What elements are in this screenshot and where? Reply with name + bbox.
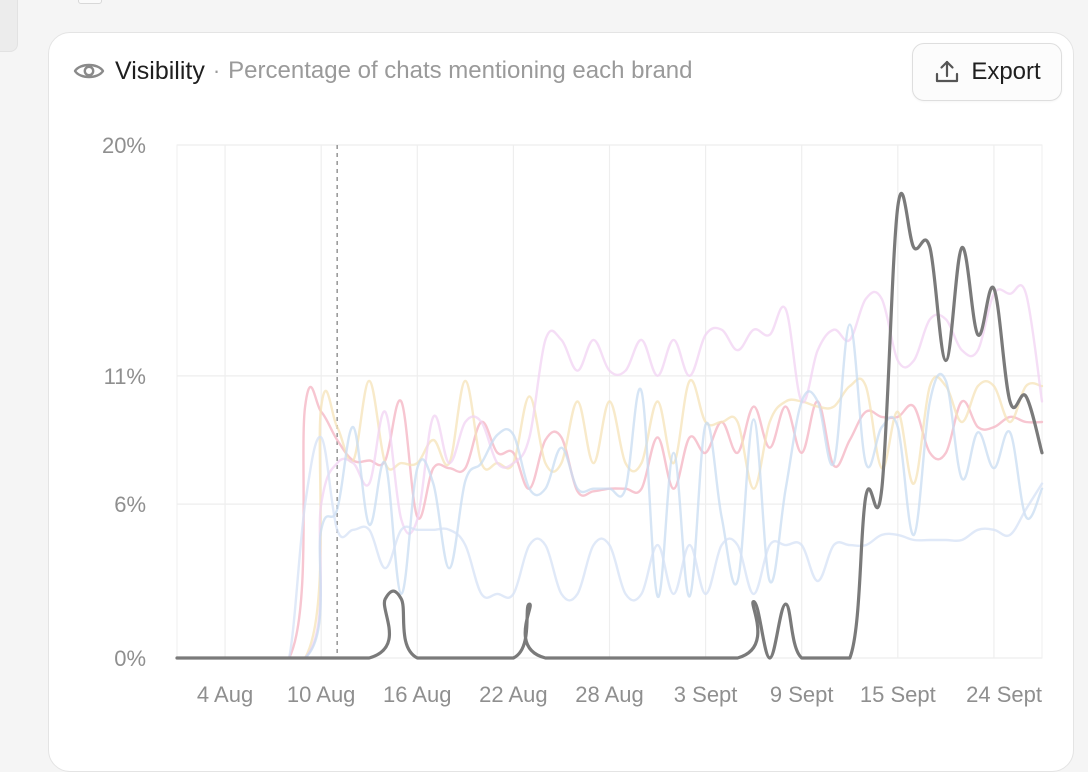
series-line [175, 323, 1044, 660]
card-header: Visibility · Percentage of chats mention… [73, 55, 692, 87]
y-tick-label: 20% [102, 133, 146, 158]
card-title: Visibility [115, 56, 205, 85]
x-tick-label: 3 Sept [674, 682, 738, 707]
series-line-highlight [175, 192, 1044, 660]
y-tick-label: 0% [114, 646, 146, 671]
y-tick-label: 11% [104, 364, 146, 389]
visibility-card: Visibility · Percentage of chats mention… [48, 32, 1074, 772]
series-line [175, 435, 1044, 660]
x-tick-label: 15 Sept [860, 682, 936, 707]
x-tick-label: 24 Sept [966, 682, 1042, 707]
x-tick-label: 22 Aug [479, 682, 548, 707]
sidebar-edge [0, 0, 18, 52]
visibility-chart: 0% 6% 11% 20% 4 Aug 10 Aug 16 Aug 22 Aug 28 Aug 3… [102, 133, 1044, 707]
export-label: Export [971, 58, 1041, 85]
x-tick-label: 9 Sept [770, 682, 834, 707]
upload-icon [936, 60, 959, 83]
series-line [175, 284, 1044, 660]
eye-icon [73, 63, 105, 79]
x-tick-label: 28 Aug [575, 682, 644, 707]
top-stub [78, 0, 102, 4]
x-tick-label: 10 Aug [287, 682, 356, 707]
title-separator: · [212, 58, 221, 83]
export-button[interactable]: Export [912, 43, 1062, 101]
card-subtitle: Percentage of chats mentioning each bran… [228, 57, 693, 84]
x-tick-label: 4 Aug [197, 682, 253, 707]
y-tick-label: 6% [114, 492, 146, 517]
x-tick-label: 16 Aug [383, 682, 452, 707]
